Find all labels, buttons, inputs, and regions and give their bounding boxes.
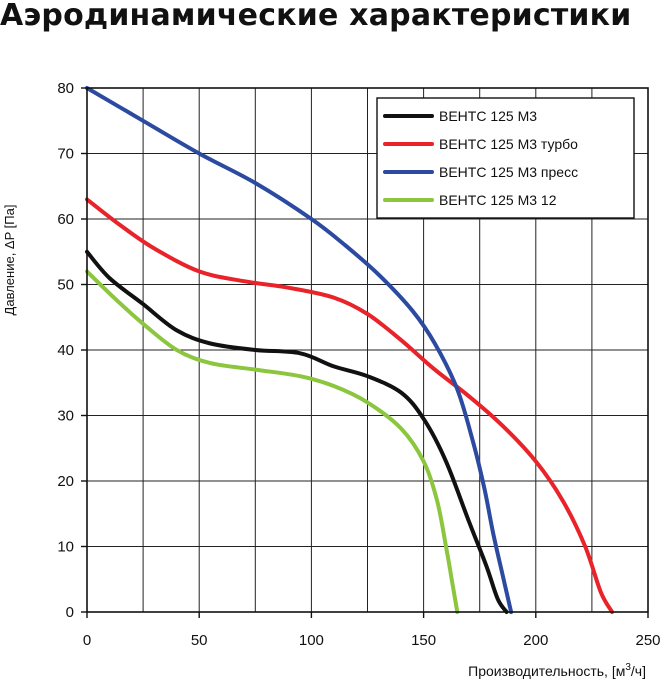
y-tick-label: 30 [57, 408, 74, 425]
y-tick-label: 10 [57, 539, 74, 556]
x-tick-label: 200 [523, 632, 548, 649]
x-axis-label-superscript: 3 [625, 662, 631, 673]
x-axis-label-tail: /ч] [631, 663, 646, 679]
y-tick-label: 50 [57, 277, 74, 294]
legend-label: ВЕНТС 125 М3 турбо [439, 136, 578, 152]
legend-label: ВЕНТС 125 М3 [439, 108, 537, 124]
x-axis-label-main: Производительность, [м [468, 663, 625, 679]
y-tick-label: 20 [57, 473, 74, 490]
series-line-4 [85, 269, 460, 614]
y-tick-label: 0 [66, 604, 74, 621]
legend-label: ВЕНТС 125 М3 12 [439, 192, 557, 208]
x-tick-label: 0 [83, 632, 91, 649]
series-curves [85, 86, 615, 614]
x-tick-label: 100 [299, 632, 324, 649]
series-line-3 [85, 86, 514, 614]
y-tick-label: 60 [57, 211, 74, 228]
y-tick-label: 70 [57, 146, 74, 163]
y-tick-label: 80 [57, 80, 74, 97]
axis-ticks: 0 50 100 150 200 250 0 10 20 30 40 50 60 70 80 [57, 80, 660, 649]
x-tick-label: 50 [191, 632, 208, 649]
x-tick-label: 150 [411, 632, 436, 649]
series-line-2 [85, 197, 615, 614]
legend: ВЕНТС 125 М3 ВЕНТС 125 М3 турбо ВЕНТС 125 … [376, 97, 635, 219]
y-tick-label: 40 [57, 342, 74, 359]
x-axis-label: Производительность, [м3/ч] [468, 662, 646, 679]
series-line-1 [85, 249, 509, 614]
y-axis-label: Давление, ΔP [Па] [2, 205, 17, 316]
legend-label: ВЕНТС 125 М3 пресс [439, 164, 578, 180]
chart-title: Аэродинамические характеристики [0, 0, 632, 33]
x-tick-label: 250 [635, 632, 660, 649]
